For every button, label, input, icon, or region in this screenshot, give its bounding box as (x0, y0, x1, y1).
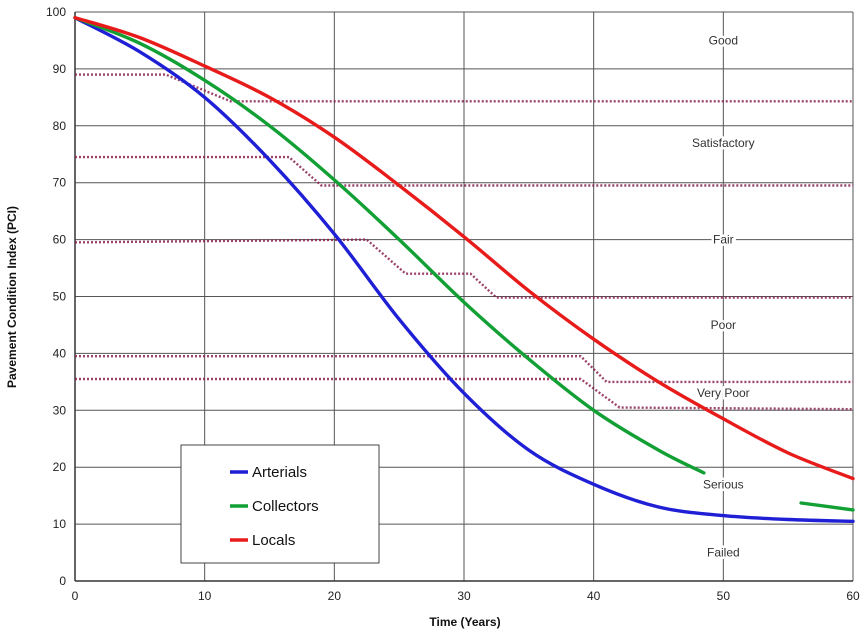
x-tick-label-10: 10 (198, 589, 212, 603)
y-tick-label-0: 0 (59, 574, 66, 588)
legend-label-arterials: Arterials (252, 464, 307, 481)
x-axis-title: Time (Years) (429, 615, 500, 629)
y-tick-label-10: 10 (53, 517, 67, 531)
band-label-serious: Serious (703, 477, 744, 491)
condition-threshold-lines (74, 73, 854, 411)
y-tick-label-50: 50 (53, 290, 67, 304)
band-label-very-poor: Very Poor (697, 386, 750, 400)
band-label-failed: Failed (707, 546, 740, 560)
y-tick-label-20: 20 (53, 460, 67, 474)
y-tick-label-80: 80 (53, 119, 67, 133)
threshold-line-5 (75, 377, 854, 411)
series-line-locals (73, 16, 855, 481)
legend-items: Arterials Collectors Locals (230, 464, 319, 549)
band-label-fair: Fair (713, 233, 734, 247)
threshold-line-1 (75, 73, 853, 103)
series-line-collectors-part-2 (799, 501, 855, 512)
series-layer (73, 16, 855, 523)
band-label-satisfactory: Satisfactory (692, 136, 755, 150)
y-tick-label-90: 90 (53, 62, 67, 76)
x-tick-label-0: 0 (72, 589, 79, 603)
legend-box (180, 444, 380, 564)
legend-label-locals: Locals (252, 532, 295, 549)
condition-band-labels: Good Satisfactory Fair Poor Very Poor Serious… (689, 31, 757, 562)
y-tick-label-30: 30 (53, 403, 67, 417)
x-tick-label-20: 20 (328, 589, 342, 603)
legend: Arterials Collectors Locals (180, 444, 380, 564)
band-label-good: Good (709, 33, 738, 47)
legend-label-collectors: Collectors (252, 498, 319, 515)
y-axis-title: Pavement Condition Index (PCI) (5, 206, 19, 388)
x-tick-label-40: 40 (587, 589, 601, 603)
y-tick-label-100: 100 (46, 5, 66, 19)
series-line-collectors-part-1 (73, 16, 706, 475)
x-tick-label-50: 50 (717, 589, 731, 603)
x-tick-label-30: 30 (457, 589, 471, 603)
x-tick-label-60: 60 (846, 589, 860, 603)
band-label-poor: Poor (711, 318, 736, 332)
threshold-line-4 (75, 355, 853, 384)
y-tick-label-40: 40 (53, 346, 67, 360)
y-tick-label-70: 70 (53, 176, 67, 190)
y-tick-label-60: 60 (53, 233, 67, 247)
tick-labels: 0 10 20 30 40 50 60 70 80 90 100 0 10 20 30 40 50 60 (46, 5, 860, 603)
series-line-arterials (73, 16, 855, 523)
